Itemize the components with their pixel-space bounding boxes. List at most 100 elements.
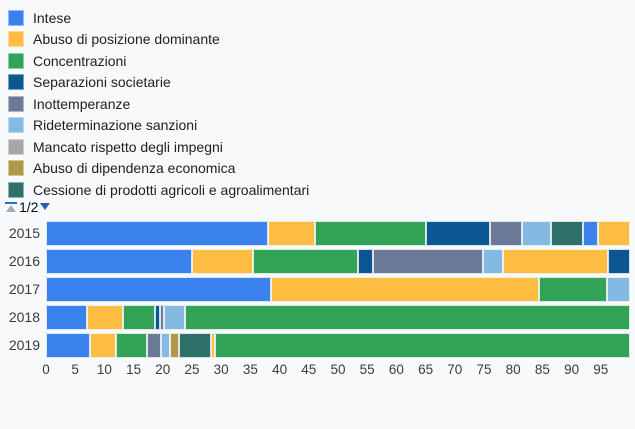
bar-segment[interactable] xyxy=(46,248,192,274)
legend-item-label: Separazioni societarie xyxy=(33,74,171,91)
bar-segment[interactable] xyxy=(46,220,268,246)
legend-swatch xyxy=(8,95,24,112)
bar-segment[interactable] xyxy=(253,248,359,274)
category-label: 2019 xyxy=(8,337,40,353)
x-tick-label: 10 xyxy=(96,362,112,377)
x-axis: 0 5 10 15 20 25 30 35 40 45 50 55 60 65 70 75 80 85 90 95 xyxy=(42,362,630,380)
bar-segment[interactable] xyxy=(86,304,124,330)
legend-item-label: Rideterminazione sanzioni xyxy=(33,117,198,134)
legend-item: Inottemperanze xyxy=(8,93,309,115)
bar-segment[interactable] xyxy=(314,220,426,246)
category-label: 2016 xyxy=(8,253,40,269)
x-tick-label: 20 xyxy=(155,362,171,377)
legend-swatch xyxy=(8,181,24,198)
bar-segment[interactable] xyxy=(425,220,490,246)
bar-segment[interactable] xyxy=(210,332,216,358)
legend-swatch xyxy=(8,31,24,48)
x-tick-label: 45 xyxy=(301,362,317,377)
legend-page-up-button[interactable] xyxy=(5,201,17,212)
bar-segment[interactable] xyxy=(46,304,87,330)
bar-row: 2016 xyxy=(0,247,635,275)
legend-item: Concentrazioni xyxy=(8,50,309,72)
bar-segment[interactable] xyxy=(170,332,179,358)
bar-segment[interactable] xyxy=(583,220,598,246)
bar-segment[interactable] xyxy=(46,332,90,358)
x-tick-label: 0 xyxy=(42,362,50,377)
x-tick-label: 85 xyxy=(534,362,550,377)
bar-segment[interactable] xyxy=(46,276,271,302)
x-tick-label: 50 xyxy=(330,362,346,377)
bar-segment[interactable] xyxy=(184,304,630,330)
bar-row: 2019 xyxy=(0,331,635,359)
bar-segment[interactable] xyxy=(164,304,185,330)
x-tick-label: 95 xyxy=(593,362,609,377)
legend-page-indicator: 1/2 xyxy=(19,198,39,215)
bar-segment[interactable] xyxy=(502,248,609,274)
x-tick-label: 25 xyxy=(184,362,200,377)
legend-item-label: Inottemperanze xyxy=(33,95,131,112)
x-tick-label: 70 xyxy=(447,362,463,377)
bar-segment[interactable] xyxy=(146,332,162,358)
bar-segment[interactable] xyxy=(551,220,584,246)
bar-segment[interactable] xyxy=(116,332,147,358)
bar-segment[interactable] xyxy=(482,248,503,274)
legend-item-label: Intese xyxy=(33,9,72,26)
bar-segment[interactable] xyxy=(597,220,630,246)
legend-item: Cessione di prodotti agricoli e agroalim… xyxy=(8,179,309,201)
bar-segment[interactable] xyxy=(521,220,552,246)
x-tick-label: 90 xyxy=(564,362,580,377)
legend-swatch xyxy=(8,52,24,69)
legend-pagination: 1/2 xyxy=(5,198,51,215)
legend-item: Abuso di dipendenza economica xyxy=(8,158,309,180)
legend-item: Intese xyxy=(8,7,309,29)
legend-item: Mancato rispetto degli impegni xyxy=(8,136,309,158)
bar-segment[interactable] xyxy=(192,248,254,274)
bar-segment[interactable] xyxy=(267,220,315,246)
legend-item: Rideterminazione sanzioni xyxy=(8,115,309,137)
bar-segment[interactable] xyxy=(606,276,630,302)
x-tick-label: 35 xyxy=(242,362,258,377)
bar-segment[interactable] xyxy=(178,332,211,358)
x-tick-label: 30 xyxy=(213,362,229,377)
x-tick-label: 40 xyxy=(272,362,288,377)
bar-segment[interactable] xyxy=(89,332,117,358)
bar-segment[interactable] xyxy=(608,248,630,274)
stacked-bar xyxy=(46,248,630,274)
legend-swatch xyxy=(8,74,24,91)
bar-segment[interactable] xyxy=(161,332,171,358)
x-tick-label: 65 xyxy=(418,362,434,377)
x-tick-label: 5 xyxy=(71,362,79,377)
legend-item-label: Cessione di prodotti agricoli e agroalim… xyxy=(33,181,310,198)
bar-row: 2017 xyxy=(0,275,635,303)
bar-segment[interactable] xyxy=(358,248,374,274)
x-tick-label: 55 xyxy=(359,362,375,377)
chevron-up-icon xyxy=(6,204,16,212)
category-label: 2017 xyxy=(8,281,40,297)
stacked-bar xyxy=(46,304,630,330)
bar-row: 2018 xyxy=(0,303,635,331)
legend-swatch xyxy=(8,138,24,155)
stacked-bar xyxy=(46,276,630,302)
page-top-line-icon xyxy=(5,201,17,204)
chevron-down-icon xyxy=(40,203,51,210)
bar-segment[interactable] xyxy=(159,304,165,330)
x-tick-label: 75 xyxy=(476,362,492,377)
stacked-bar-chart: 2015 2016 2017 2018 2019 xyxy=(0,219,635,359)
legend-page-down-button[interactable] xyxy=(40,203,51,210)
stacked-bar xyxy=(46,220,630,246)
x-tick-label: 15 xyxy=(126,362,142,377)
legend-swatch xyxy=(8,160,24,177)
legend: Intese Abuso di posizione dominante Concen… xyxy=(8,7,309,201)
bar-segment[interactable] xyxy=(155,304,160,330)
bar-segment[interactable] xyxy=(373,248,483,274)
legend-item-label: Concentrazioni xyxy=(33,52,127,69)
x-tick-label: 80 xyxy=(505,362,521,377)
bar-segment[interactable] xyxy=(489,220,522,246)
legend-item: Abuso di posizione dominante xyxy=(8,29,309,51)
bar-segment[interactable] xyxy=(270,276,540,302)
bar-segment[interactable] xyxy=(123,304,156,330)
bar-row: 2015 xyxy=(0,219,635,247)
legend-item: Separazioni societarie xyxy=(8,72,309,94)
bar-segment[interactable] xyxy=(539,276,607,302)
bar-segment[interactable] xyxy=(215,332,630,358)
